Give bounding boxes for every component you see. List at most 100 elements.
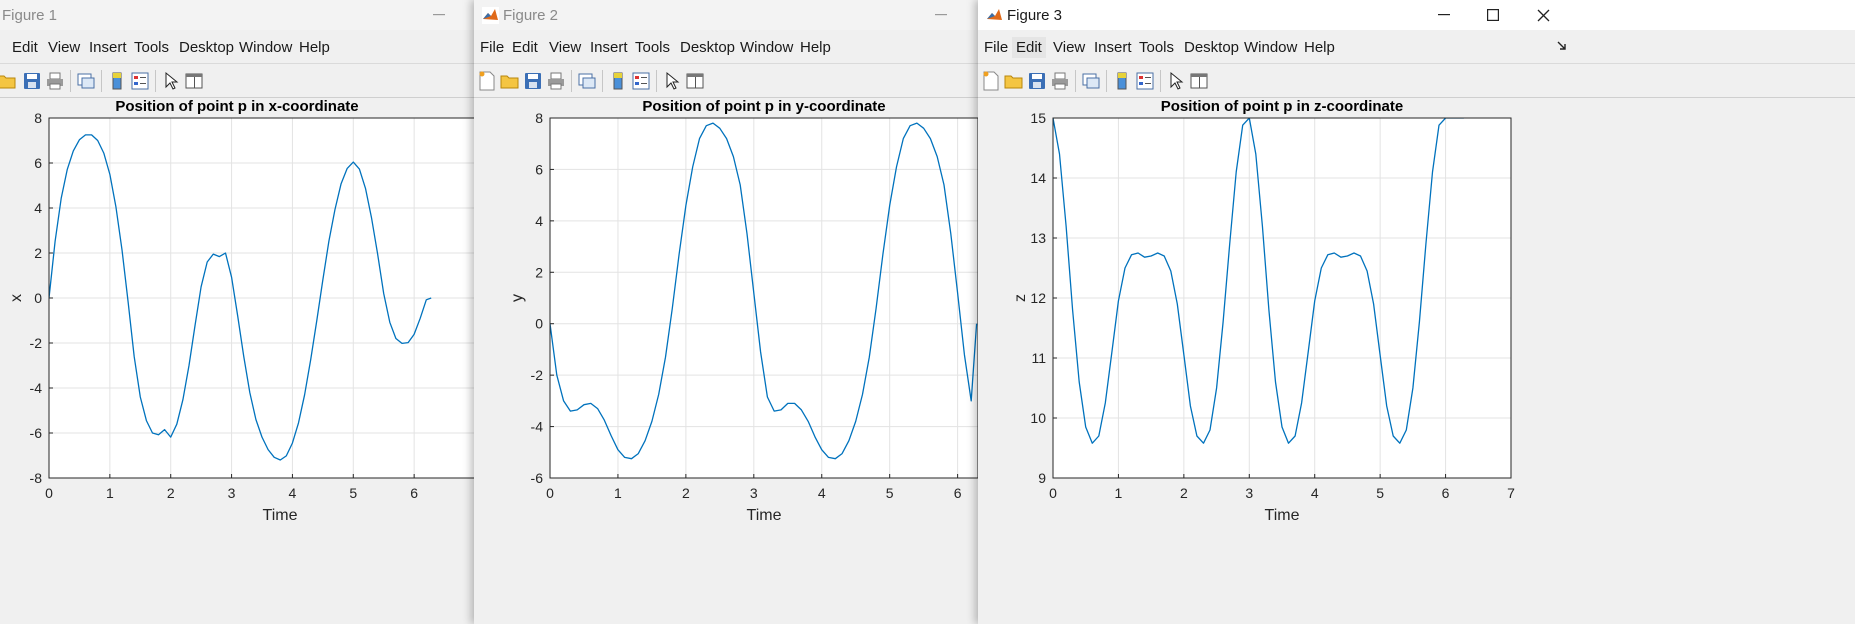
link-plot-icon[interactable] (1080, 70, 1102, 92)
menu-insert[interactable]: Insert (590, 39, 628, 56)
y-tick-label: 8 (535, 110, 543, 126)
link-plot-icon[interactable] (75, 70, 97, 92)
save-icon[interactable] (21, 70, 43, 92)
edit-plot-arrow-icon[interactable] (1165, 70, 1187, 92)
y-tick-label: 10 (1030, 410, 1046, 426)
minimize-button[interactable] (1415, 0, 1473, 30)
menu-help[interactable]: Help (1304, 39, 1335, 56)
menu-view[interactable]: View (1053, 39, 1086, 56)
open-folder-icon[interactable] (1003, 70, 1025, 92)
save-icon[interactable] (1026, 70, 1048, 92)
menu-desktop[interactable]: Desktop (680, 39, 736, 56)
edit-plot-arrow-icon[interactable] (160, 70, 182, 92)
figure-window-3[interactable]: Figure 3 File Edit View Insert Tools Des… (978, 0, 1855, 624)
y-tick-label: 9 (1038, 470, 1046, 486)
menu-view[interactable]: View (48, 39, 81, 56)
toolbar-separator (1106, 70, 1107, 92)
y-tick-label: 14 (1030, 170, 1046, 186)
x-axis-label: Time (1265, 507, 1300, 524)
series-line (1053, 118, 1464, 444)
toolbar (0, 64, 474, 98)
dock-arrow-icon[interactable] (1556, 40, 1568, 52)
y-tick-label: 6 (34, 155, 42, 171)
menu-desktop[interactable]: Desktop (1184, 39, 1240, 56)
legend-icon[interactable] (1134, 70, 1156, 92)
menu-tools[interactable]: Tools (1139, 39, 1175, 56)
y-tick-label: 12 (1030, 290, 1046, 306)
new-figure-icon[interactable] (476, 70, 498, 92)
open-folder-icon[interactable] (0, 70, 18, 92)
minimize-button[interactable] (410, 0, 468, 30)
maximize-button[interactable] (1464, 0, 1522, 30)
y-tick-label: -4 (531, 419, 544, 435)
new-figure-icon[interactable] (980, 70, 1002, 92)
menu-desktop[interactable]: Desktop (179, 39, 235, 56)
menu-edit[interactable]: Edit (512, 39, 538, 56)
menu-window[interactable]: Window (740, 39, 794, 56)
toolbar-separator (1160, 70, 1161, 92)
menu-help[interactable]: Help (800, 39, 831, 56)
x-tick-label: 2 (682, 485, 690, 501)
print-icon[interactable] (44, 70, 66, 92)
close-icon (1537, 9, 1549, 21)
menu-insert[interactable]: Insert (1094, 39, 1132, 56)
y-tick-label: -6 (30, 425, 43, 441)
toolbar-separator (155, 70, 156, 92)
figure-2-axes[interactable]: 0 1 2 3 4 5 6 -6 -4 -2 0 2 4 6 8 Position of point p in… (474, 98, 978, 624)
colorbar-icon[interactable] (607, 70, 629, 92)
x-tick-label: 4 (1311, 485, 1319, 501)
window-title: Figure 2 (503, 7, 559, 24)
menu-window[interactable]: Window (1244, 39, 1298, 56)
close-button[interactable] (1514, 0, 1572, 30)
x-tick-label: 1 (106, 485, 114, 501)
x-axis-label: Time (747, 507, 782, 524)
window-title: Figure 1 (2, 7, 58, 24)
colorbar-icon[interactable] (106, 70, 128, 92)
menu-bar: File Edit View Insert Tools Desktop Wind… (978, 30, 1855, 64)
y-tick-label: 2 (535, 264, 543, 280)
legend-icon[interactable] (129, 70, 151, 92)
x-tick-label: 6 (1442, 485, 1450, 501)
open-folder-icon[interactable] (499, 70, 521, 92)
x-tick-label: 2 (1180, 485, 1188, 501)
menu-window[interactable]: Window (239, 39, 293, 56)
edit-plot-arrow-icon[interactable] (661, 70, 683, 92)
y-tick-label: 0 (34, 290, 42, 306)
menu-file[interactable]: File (984, 39, 1009, 56)
menu-edit[interactable]: Edit (12, 39, 38, 56)
x-tick-label: 6 (954, 485, 962, 501)
colorbar-icon[interactable] (1111, 70, 1133, 92)
plot-area (550, 118, 978, 478)
menu-file[interactable]: File (480, 39, 505, 56)
print-icon[interactable] (1049, 70, 1071, 92)
title-bar[interactable]: Figure 1 (0, 0, 474, 30)
menu-tools[interactable]: Tools (134, 39, 170, 56)
x-tick-label: 0 (1049, 485, 1057, 501)
y-tick-label: 11 (1031, 350, 1046, 366)
link-plot-icon[interactable] (576, 70, 598, 92)
legend-icon[interactable] (630, 70, 652, 92)
menu-insert[interactable]: Insert (89, 39, 127, 56)
property-inspector-icon[interactable] (183, 70, 205, 92)
print-icon[interactable] (545, 70, 567, 92)
x-tick-label: 4 (289, 485, 297, 501)
toolbar-separator (571, 70, 572, 92)
title-bar[interactable]: Figure 3 (978, 0, 1855, 30)
menu-view[interactable]: View (549, 39, 582, 56)
menu-help[interactable]: Help (299, 39, 330, 56)
minimize-button[interactable] (912, 0, 970, 30)
figure-1-axes[interactable]: 0 1 2 3 4 5 6 -8 -6 -4 -2 0 2 4 6 8 Position of point p … (0, 98, 474, 624)
menu-tools[interactable]: Tools (635, 39, 671, 56)
figure-window-2[interactable]: Figure 2 File Edit View Insert Tools Des… (474, 0, 978, 624)
title-bar[interactable]: Figure 2 (474, 0, 978, 30)
chart-title: Position of point p in z-coordinate (1161, 98, 1403, 115)
y-tick-label: 6 (535, 161, 543, 177)
axes-box (549, 117, 978, 479)
property-inspector-icon[interactable] (684, 70, 706, 92)
figure-window-1[interactable]: Figure 1 Edit View Insert Tools Desktop … (0, 0, 474, 624)
property-inspector-icon[interactable] (1188, 70, 1210, 92)
chart-title: Position of point p in y-coordinate (642, 98, 885, 115)
save-icon[interactable] (522, 70, 544, 92)
menu-edit[interactable]: Edit (1012, 37, 1046, 58)
